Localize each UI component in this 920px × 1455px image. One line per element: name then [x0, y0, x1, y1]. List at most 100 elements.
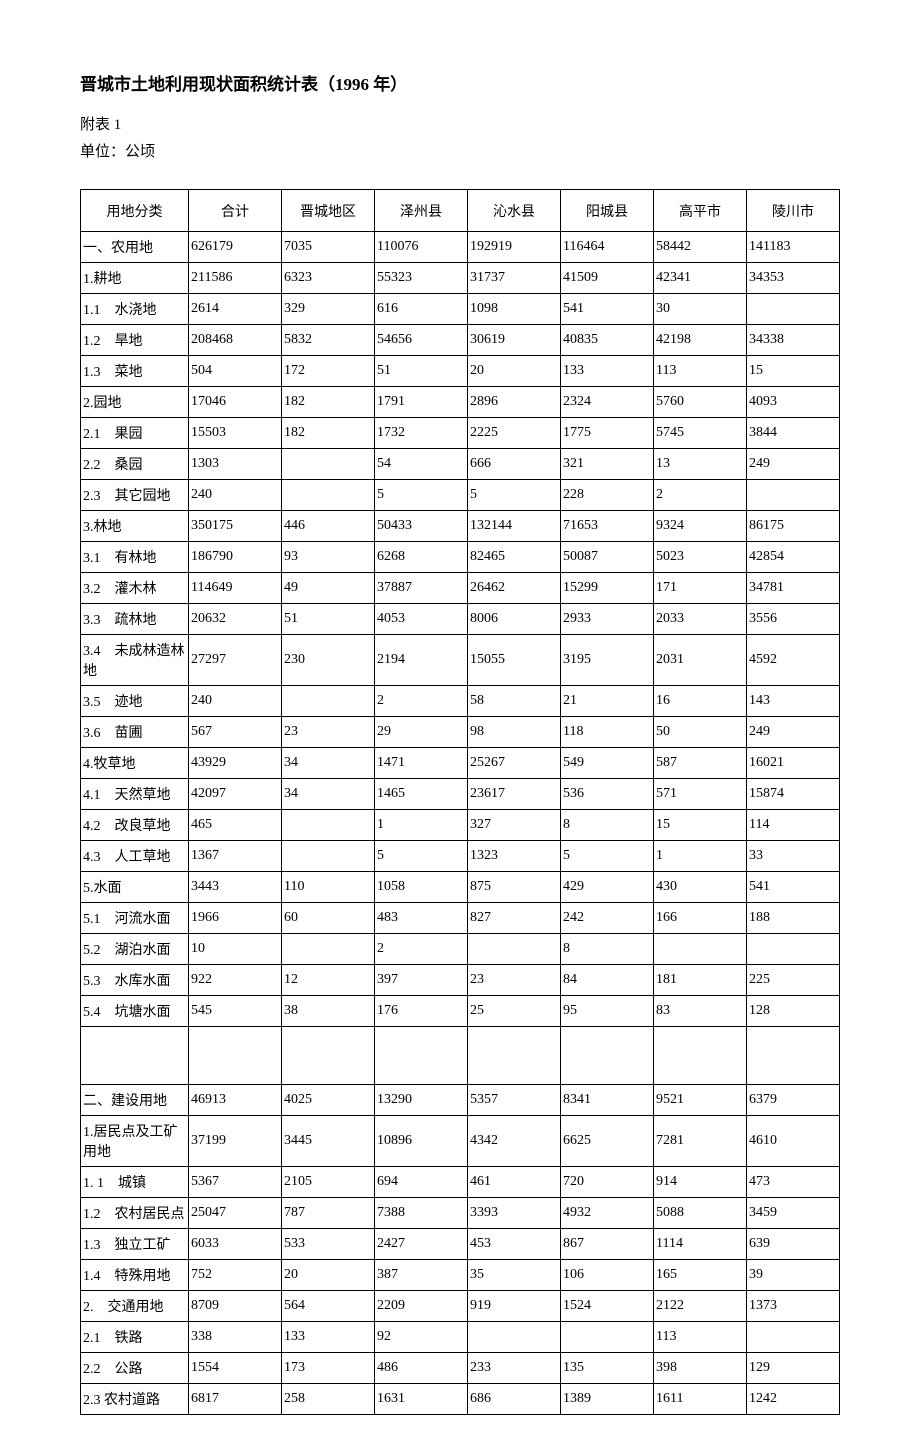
cell-value: 3556 — [747, 604, 840, 635]
table-body: 一、农用地62617970351100761929191164645844214… — [81, 232, 840, 1415]
table-row: 3.2 灌木林1146494937887264621529917134781 — [81, 573, 840, 604]
table-row: 3.6 苗圃56723299811850249 — [81, 717, 840, 748]
row-label: 2.3 农村道路 — [81, 1384, 189, 1415]
cell-value: 7035 — [282, 232, 375, 263]
cell-value: 15055 — [468, 635, 561, 686]
cell-value: 50433 — [375, 511, 468, 542]
cell-value: 37199 — [189, 1116, 282, 1167]
cell-value: 110 — [282, 872, 375, 903]
cell-value: 1 — [654, 841, 747, 872]
cell-value: 23 — [282, 717, 375, 748]
cell-value: 3844 — [747, 418, 840, 449]
cell-value: 13290 — [375, 1085, 468, 1116]
cell-value: 23 — [468, 965, 561, 996]
cell-value — [282, 1027, 375, 1085]
row-label: 4.牧草地 — [81, 748, 189, 779]
cell-value: 16021 — [747, 748, 840, 779]
row-label: 1. 1 城镇 — [81, 1167, 189, 1198]
table-row: 1.耕地21158663235532331737415094234134353 — [81, 263, 840, 294]
cell-value: 10 — [189, 934, 282, 965]
cell-value — [282, 934, 375, 965]
cell-value: 571 — [654, 779, 747, 810]
cell-value: 26462 — [468, 573, 561, 604]
cell-value: 110076 — [375, 232, 468, 263]
cell-value: 54656 — [375, 325, 468, 356]
cell-value: 118 — [561, 717, 654, 748]
cell-value: 15 — [747, 356, 840, 387]
cell-value: 133 — [282, 1322, 375, 1353]
row-label: 2.园地 — [81, 387, 189, 418]
column-header: 晋城地区 — [282, 190, 375, 232]
cell-value: 58 — [468, 686, 561, 717]
column-header: 用地分类 — [81, 190, 189, 232]
cell-value: 41509 — [561, 263, 654, 294]
cell-value: 82465 — [468, 542, 561, 573]
cell-value: 1732 — [375, 418, 468, 449]
cell-value: 2 — [375, 934, 468, 965]
table-row: 1.居民点及工矿用地371993445108964342662572814610 — [81, 1116, 840, 1167]
cell-value: 225 — [747, 965, 840, 996]
table-row: 2.3 农村道路68172581631686138916111242 — [81, 1384, 840, 1415]
cell-value: 113 — [654, 1322, 747, 1353]
cell-value: 686 — [468, 1384, 561, 1415]
row-label: 一、农用地 — [81, 232, 189, 263]
cell-value: 15299 — [561, 573, 654, 604]
cell-value: 1323 — [468, 841, 561, 872]
cell-value: 95 — [561, 996, 654, 1027]
row-label: 3.3 疏林地 — [81, 604, 189, 635]
cell-value: 3445 — [282, 1116, 375, 1167]
cell-value: 5357 — [468, 1085, 561, 1116]
row-label: 1.3 菜地 — [81, 356, 189, 387]
table-row: 5.3 水库水面922123972384181225 — [81, 965, 840, 996]
cell-value — [561, 1027, 654, 1085]
cell-value: 3459 — [747, 1198, 840, 1229]
cell-value: 84 — [561, 965, 654, 996]
cell-value: 25267 — [468, 748, 561, 779]
row-label: 5.3 水库水面 — [81, 965, 189, 996]
cell-value: 15 — [654, 810, 747, 841]
table-header-row: 用地分类 合计 晋城地区 泽州县 沁水县 阳城县 高平市 陵川市 — [81, 190, 840, 232]
cell-value: 9521 — [654, 1085, 747, 1116]
cell-value: 92 — [375, 1322, 468, 1353]
cell-value: 5745 — [654, 418, 747, 449]
cell-value: 626179 — [189, 232, 282, 263]
cell-value: 6268 — [375, 542, 468, 573]
cell-value: 240 — [189, 480, 282, 511]
cell-value: 5 — [375, 841, 468, 872]
cell-value: 49 — [282, 573, 375, 604]
cell-value: 128 — [747, 996, 840, 1027]
cell-value: 98 — [468, 717, 561, 748]
cell-value: 483 — [375, 903, 468, 934]
row-label: 1.4 特殊用地 — [81, 1260, 189, 1291]
cell-value: 5 — [375, 480, 468, 511]
cell-value: 133 — [561, 356, 654, 387]
cell-value: 8 — [561, 810, 654, 841]
cell-value — [282, 841, 375, 872]
cell-value: 4932 — [561, 1198, 654, 1229]
cell-value: 616 — [375, 294, 468, 325]
cell-value: 60 — [282, 903, 375, 934]
cell-value: 211586 — [189, 263, 282, 294]
cell-value: 3195 — [561, 635, 654, 686]
table-row: 5.水面34431101058875429430541 — [81, 872, 840, 903]
cell-value: 1242 — [747, 1384, 840, 1415]
cell-value: 27297 — [189, 635, 282, 686]
table-row: 4.2 改良草地4651327815114 — [81, 810, 840, 841]
row-label: 5.2 湖泊水面 — [81, 934, 189, 965]
cell-value: 3443 — [189, 872, 282, 903]
cell-value: 20 — [468, 356, 561, 387]
cell-value: 10896 — [375, 1116, 468, 1167]
row-label: 2.2 公路 — [81, 1353, 189, 1384]
cell-value — [747, 1322, 840, 1353]
cell-value: 249 — [747, 449, 840, 480]
cell-value: 1554 — [189, 1353, 282, 1384]
cell-value: 6817 — [189, 1384, 282, 1415]
cell-value: 2933 — [561, 604, 654, 635]
cell-value: 192919 — [468, 232, 561, 263]
cell-value: 3393 — [468, 1198, 561, 1229]
cell-value: 5367 — [189, 1167, 282, 1198]
table-row: 3.1 有林地1867909362688246550087502342854 — [81, 542, 840, 573]
cell-value: 40835 — [561, 325, 654, 356]
cell-value: 171 — [654, 573, 747, 604]
cell-value: 233 — [468, 1353, 561, 1384]
